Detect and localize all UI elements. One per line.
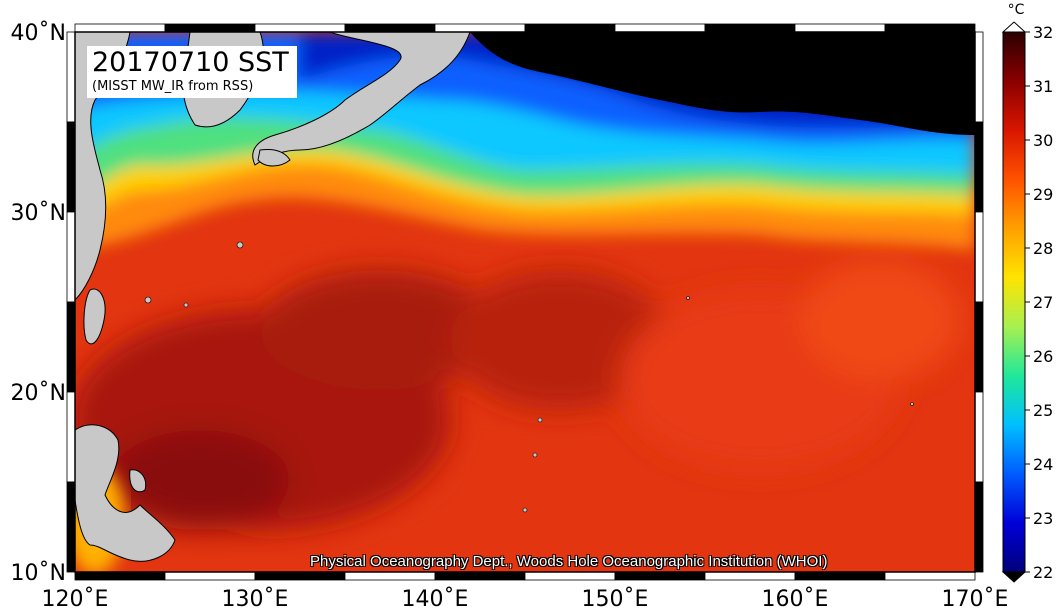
sst-field <box>75 32 975 572</box>
frame-segment <box>66 481 76 573</box>
frame-segment <box>794 571 886 581</box>
longitude-tick-label: 160˚E <box>762 587 829 610</box>
frame-segment <box>66 301 76 393</box>
map-title: 20170710 SST <box>92 47 289 78</box>
latitude-tick-label: 30˚N <box>11 201 66 226</box>
map-subtitle: (MISST MW_IR from RSS) <box>92 79 254 94</box>
frame-segment <box>344 23 436 33</box>
longitude-tick-label: 150˚E <box>582 587 649 610</box>
latitude-tick-label: 40˚N <box>11 21 66 46</box>
frame-segment <box>74 571 166 581</box>
frame-segment <box>974 481 984 573</box>
frame-segment <box>434 23 526 33</box>
latitude-tick-label: 10˚N <box>11 561 66 586</box>
frame-segment <box>704 571 796 581</box>
map-border <box>74 31 976 573</box>
colorbar: °C 22 23 24 25 26 27 28 29 30 31 32 <box>1001 2 1053 583</box>
colorbar-tick-label: 28 <box>1033 239 1053 258</box>
colorbar-tick-label: 30 <box>1033 131 1053 150</box>
colorbar-tick-label: 26 <box>1033 347 1053 366</box>
frame-segment <box>254 571 346 581</box>
credit-text: Physical Oceanography Dept., Woods Hole … <box>310 553 828 570</box>
frame-segment <box>614 23 706 33</box>
longitude-tick-label: 170˚E <box>942 587 1009 610</box>
frame-segment <box>974 391 984 483</box>
frame-segment <box>704 23 796 33</box>
frame-segment <box>614 571 706 581</box>
frame-segment <box>794 23 886 33</box>
colorbar-tick-label: 22 <box>1033 563 1053 582</box>
colorbar-tick-label: 29 <box>1033 185 1053 204</box>
colorbar-tick-label: 23 <box>1033 509 1053 528</box>
colorbar-unit: °C <box>1008 2 1025 18</box>
frame-segment <box>164 23 256 33</box>
colorbar-tick-label: 27 <box>1033 293 1053 312</box>
frame-segment <box>344 571 436 581</box>
longitude-tick-label: 130˚E <box>222 587 289 610</box>
longitude-tick-label: 140˚E <box>402 587 469 610</box>
colorbar-tick-label: 32 <box>1033 23 1053 42</box>
frame-segment <box>74 23 166 33</box>
latitude-tick-labels: 40˚N 30˚N 20˚N 10˚N <box>11 21 66 586</box>
longitude-tick-labels: 120˚E 130˚E 140˚E 150˚E 160˚E 170˚E <box>42 587 1009 610</box>
colorbar-tick-label: 31 <box>1033 77 1053 96</box>
frame-segment <box>66 391 76 483</box>
colorbar-tick-label: 24 <box>1033 455 1053 474</box>
frame-segment <box>164 571 256 581</box>
frame-segment <box>66 211 76 303</box>
colorbar-bar <box>1002 31 1026 573</box>
frame-segment <box>66 31 76 123</box>
frame-segment <box>974 301 984 393</box>
colorbar-tick-label: 25 <box>1033 401 1053 420</box>
colorbar-ticks: 22 23 24 25 26 27 28 29 30 31 32 <box>1025 23 1053 582</box>
frame-segment <box>884 23 976 33</box>
frame-segment <box>254 23 346 33</box>
latitude-tick-label: 20˚N <box>11 381 66 406</box>
frame-segment <box>66 121 76 213</box>
frame-segment <box>974 121 984 213</box>
longitude-tick-label: 120˚E <box>42 587 109 610</box>
colorbar-top-arrow <box>1001 21 1027 33</box>
frame-segment <box>434 571 526 581</box>
colorbar-bottom-arrow <box>1001 571 1027 583</box>
frame-segment <box>524 23 616 33</box>
frame-segment <box>524 571 616 581</box>
frame-segment <box>974 31 984 123</box>
title-box <box>87 46 297 98</box>
frame-segment <box>884 571 976 581</box>
frame-segment <box>974 211 984 303</box>
